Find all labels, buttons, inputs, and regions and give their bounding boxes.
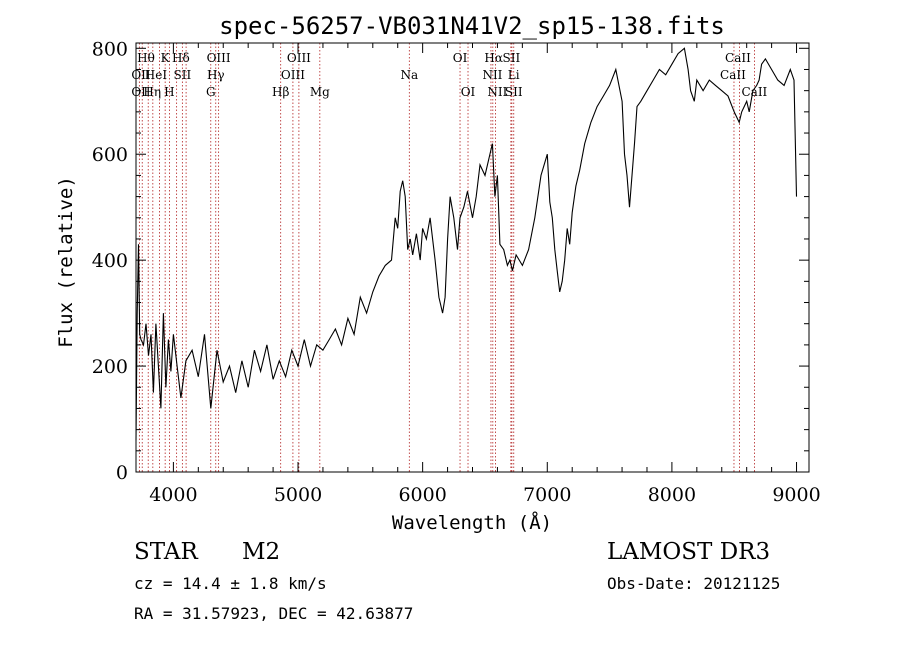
line-label: OI <box>453 51 468 65</box>
line-label: Hβ <box>272 85 289 99</box>
line-label: OI <box>461 85 476 99</box>
line-label: Hγ <box>207 68 225 82</box>
x-axis-label: Wavelength (Å) <box>392 511 552 534</box>
y-tick-label: 400 <box>92 250 128 272</box>
survey-label: LAMOST DR3 <box>607 539 770 565</box>
line-label: HeI <box>145 68 168 82</box>
line-label: Na <box>400 68 418 82</box>
x-tick-label: 8000 <box>648 484 696 506</box>
line-label: CaII <box>741 85 767 99</box>
object-class: STAR <box>134 539 198 565</box>
x-tick-label: 7000 <box>523 484 571 506</box>
coordinates-text: RA = 31.57923, DEC = 42.63877 <box>134 604 413 623</box>
axis-ticks <box>136 43 809 473</box>
line-label: Hα <box>484 51 503 65</box>
line-label: Hη <box>143 85 161 99</box>
line-label: Mg <box>310 85 330 99</box>
line-label: SII <box>174 68 192 82</box>
tick-labels: 4000 5000 6000 7000 8000 9000 0 200 400 600 800 <box>92 38 821 506</box>
line-label: NII <box>482 68 502 82</box>
redshift-text: cz = 14.4 ± 1.8 km/s <box>134 574 327 593</box>
y-tick-label: 600 <box>92 144 128 166</box>
y-axis-label: Flux (relative) <box>55 176 77 348</box>
line-label: OIII <box>281 68 305 82</box>
line-label: SII <box>503 51 521 65</box>
line-label: K <box>161 51 171 65</box>
line-label: SII <box>505 85 523 99</box>
line-label: CaII <box>725 51 751 65</box>
line-markers <box>138 43 755 472</box>
line-label: Hδ <box>172 51 190 65</box>
plot-frame <box>135 42 810 473</box>
line-label: OIII <box>287 51 311 65</box>
x-tick-label: 6000 <box>398 484 446 506</box>
line-label: Hθ <box>137 51 155 65</box>
line-label: NII <box>487 85 507 99</box>
line-label: G <box>206 85 216 99</box>
x-tick-label: 4000 <box>149 484 197 506</box>
object-subclass: M2 <box>242 539 280 565</box>
y-tick-label: 200 <box>92 356 128 378</box>
x-tick-label: 9000 <box>772 484 820 506</box>
spectrum-line <box>135 47 798 441</box>
line-label: OIII <box>207 51 231 65</box>
line-label: Li <box>508 68 520 82</box>
chart-title: spec-56257-VB031N41V2_sp15-138.fits <box>219 12 725 40</box>
y-tick-label: 800 <box>92 38 128 60</box>
y-tick-label: 0 <box>116 462 128 484</box>
x-tick-label: 5000 <box>274 484 322 506</box>
line-label: CaII <box>720 68 746 82</box>
obs-date-text: Obs-Date: 20121125 <box>607 574 780 593</box>
line-label: H <box>164 85 174 99</box>
